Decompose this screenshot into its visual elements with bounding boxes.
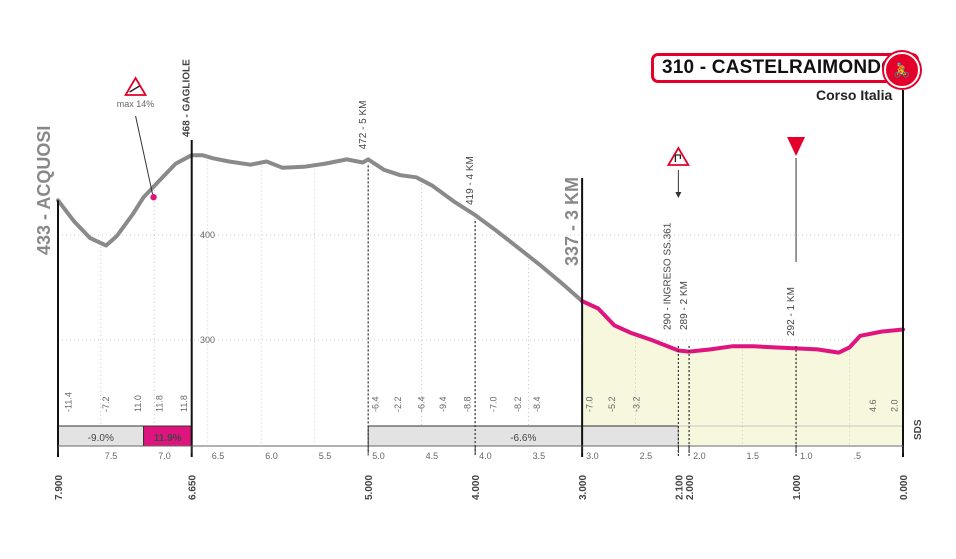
x-minor-tick-label: 7.5 <box>105 451 118 461</box>
x-major-tick-label: 2.100 <box>674 475 685 500</box>
segment-gradient-label: 11.8 <box>155 395 165 412</box>
waypoint-label: 292 - 1 KM <box>786 287 797 336</box>
red-triangle-flag-icon <box>787 137 806 156</box>
segment-gradient-label: -7.2 <box>101 396 111 412</box>
x-major-tick-label: 5.000 <box>364 475 375 500</box>
x-minor-tick-label: 4.5 <box>426 451 439 461</box>
turn-pointer-arrow <box>675 192 682 198</box>
steep-climb-warning-icon <box>123 76 148 96</box>
segment-gradient-label: -6.4 <box>371 396 381 412</box>
waypoint-label-gagliole: 468 - GAGLIOLE <box>182 59 193 137</box>
x-major-tick-label: 6.650 <box>188 475 199 500</box>
x-major-tick-label: 4.000 <box>471 475 482 500</box>
x-minor-tick-label: 6.0 <box>265 451 278 461</box>
segment-gradient-label: 4.6 <box>868 399 878 412</box>
max-gradient-pointer <box>135 115 154 195</box>
segment-gradient-label: -8.4 <box>532 396 542 412</box>
x-minor-tick-label: 7.0 <box>158 451 171 461</box>
segment-gradient-label: -8.2 <box>513 396 523 412</box>
x-minor-tick-label: 4.0 <box>479 451 492 461</box>
x-major-tick-label: 1.000 <box>792 475 803 500</box>
steep-climb-glyph <box>129 85 140 93</box>
x-minor-tick-label: 2.0 <box>693 451 706 461</box>
x-minor-tick-label: 2.5 <box>640 451 653 461</box>
x-major-tick-label: 0.000 <box>899 475 910 500</box>
waypoint-label: 419 - 4 KM <box>465 156 476 205</box>
finish-street: Corso Italia <box>816 87 893 103</box>
final-km-fill <box>582 301 903 445</box>
x-minor-tick-label: 3.5 <box>533 451 546 461</box>
segment-gradient-label: 11.8 <box>179 395 189 412</box>
segment-gradient-label: -2.2 <box>393 396 403 412</box>
segment-gradient-label: -11.4 <box>64 392 74 412</box>
x-minor-tick-label: 5.5 <box>319 451 332 461</box>
gradient-bar-label: 11.9% <box>154 433 182 444</box>
x-major-tick-label: 3.000 <box>578 475 589 500</box>
sharp-turn-glyph <box>674 154 682 162</box>
segment-gradient-label: -6.4 <box>417 396 427 412</box>
waypoint-label: 472 - 5 KM <box>358 100 369 149</box>
x-minor-tick-label: 5.0 <box>372 451 385 461</box>
profile-line-magenta <box>580 299 905 355</box>
profile-line-gray <box>56 153 585 304</box>
y-tick-label: 300 <box>200 335 215 345</box>
segment-gradient-label: -7.0 <box>488 396 498 412</box>
waypoint-label-3km: 337 - 3 KM <box>562 177 582 266</box>
brand-logo: SDS <box>913 419 924 440</box>
segment-gradient-label: 11.0 <box>133 395 143 412</box>
segment-gradient-label: 2.0 <box>889 399 899 412</box>
waypoint-label: 289 - 2 KM <box>679 281 690 330</box>
finish-banner: 310 - CASTELRAIMONDO 🚴 <box>651 52 920 88</box>
max-gradient-label: max 14% <box>117 99 155 109</box>
segment-gradient-label: -3.2 <box>632 396 642 412</box>
gradient-bar-label: -6.6% <box>510 433 536 444</box>
cycling-finish-icon: 🚴 <box>884 52 920 88</box>
x-minor-tick-label: 3.0 <box>586 451 599 461</box>
max-gradient-dot <box>150 194 157 201</box>
segment-gradient-label: -9.4 <box>438 396 448 412</box>
finish-label: 310 - CASTELRAIMONDO <box>662 57 897 78</box>
x-minor-tick-label: 1.0 <box>800 451 813 461</box>
x-major-tick-label: 7.900 <box>54 475 65 500</box>
x-major-tick-label: 2.000 <box>685 475 696 500</box>
x-minor-tick-label: .5 <box>854 451 862 461</box>
start-label: 433 - ACQUOSI <box>34 126 54 255</box>
sharp-turn-warning-icon <box>666 146 690 166</box>
segment-gradient-label: -7.0 <box>585 396 595 412</box>
gradient-bar-label: -9.0% <box>88 433 114 444</box>
y-tick-label: 400 <box>200 230 215 240</box>
x-minor-tick-label: 6.5 <box>212 451 225 461</box>
waypoint-label: 290 - INGRESO SS.361 <box>662 222 673 330</box>
segment-gradient-label: -8.8 <box>463 396 473 412</box>
x-minor-tick-label: 1.5 <box>747 451 760 461</box>
segment-gradient-label: -5.2 <box>607 396 617 412</box>
